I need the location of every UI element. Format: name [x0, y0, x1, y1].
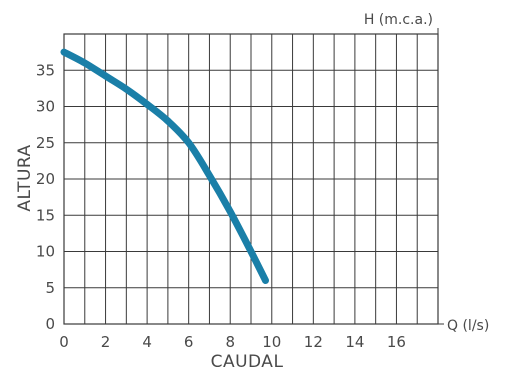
y-tick-label: 5 [45, 279, 55, 297]
x-tick-label: 8 [225, 333, 235, 351]
y-tick-label: 0 [45, 315, 55, 333]
x-tick-label: 14 [345, 333, 364, 351]
plot-frame [63, 28, 444, 325]
y-tick-label: 30 [36, 98, 55, 116]
x-tick-label: 0 [59, 333, 69, 351]
x-tick-label: 6 [184, 333, 194, 351]
x-tick-label: 2 [101, 333, 111, 351]
x-tick-labels: 0 2 4 6 8 10 12 14 16 [59, 333, 406, 351]
x-tick-label: 4 [142, 333, 152, 351]
x-tick-label: 10 [262, 333, 281, 351]
y-axis-title: ALTURA [15, 144, 35, 211]
series-line [60, 48, 269, 284]
grid-lines [64, 34, 438, 324]
y-tick-label: 25 [36, 134, 55, 152]
x-unit-label: Q (l/s) [447, 318, 489, 334]
y-unit-label: H (m.c.a.) [364, 12, 433, 28]
y-tick-label: 10 [36, 243, 55, 261]
y-tick-label: 35 [36, 61, 55, 79]
x-axis-title: CAUDAL [211, 352, 284, 372]
x-tick-label: 12 [304, 333, 323, 351]
y-tick-label: 15 [36, 206, 55, 224]
x-tick-label: 16 [387, 333, 406, 351]
y-tick-label: 20 [36, 170, 55, 188]
plot-border [63, 33, 439, 325]
y-tick-labels: 0 5 10 15 20 25 30 35 [36, 61, 55, 333]
series-group [60, 48, 269, 284]
